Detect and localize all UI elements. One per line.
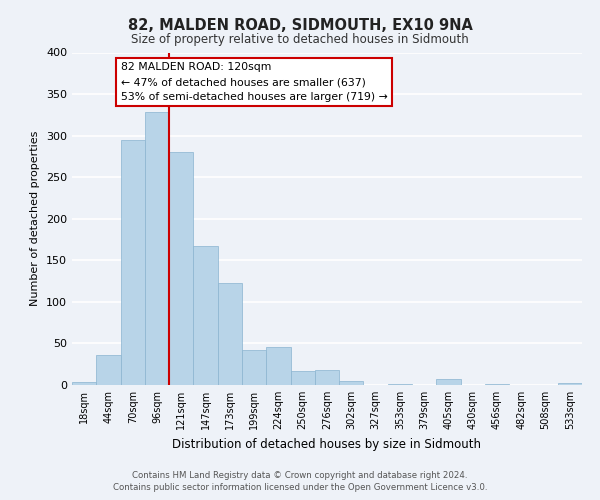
Bar bbox=[72, 382, 96, 385]
Bar bbox=[339, 381, 364, 385]
Text: Size of property relative to detached houses in Sidmouth: Size of property relative to detached ho… bbox=[131, 32, 469, 46]
Bar bbox=[96, 355, 121, 385]
Bar bbox=[315, 370, 339, 385]
Bar bbox=[436, 379, 461, 385]
X-axis label: Distribution of detached houses by size in Sidmouth: Distribution of detached houses by size … bbox=[173, 438, 482, 450]
Text: 82, MALDEN ROAD, SIDMOUTH, EX10 9NA: 82, MALDEN ROAD, SIDMOUTH, EX10 9NA bbox=[128, 18, 472, 32]
Bar bbox=[145, 112, 169, 385]
Bar bbox=[169, 152, 193, 385]
Y-axis label: Number of detached properties: Number of detached properties bbox=[31, 131, 40, 306]
Bar bbox=[485, 384, 509, 385]
Bar bbox=[242, 350, 266, 385]
Bar bbox=[218, 283, 242, 385]
Bar bbox=[193, 246, 218, 385]
Text: Contains HM Land Registry data © Crown copyright and database right 2024.
Contai: Contains HM Land Registry data © Crown c… bbox=[113, 471, 487, 492]
Bar bbox=[290, 371, 315, 385]
Bar bbox=[558, 384, 582, 385]
Bar bbox=[388, 384, 412, 385]
Bar bbox=[121, 140, 145, 385]
Text: 82 MALDEN ROAD: 120sqm
← 47% of detached houses are smaller (637)
53% of semi-de: 82 MALDEN ROAD: 120sqm ← 47% of detached… bbox=[121, 62, 388, 102]
Bar bbox=[266, 347, 290, 385]
